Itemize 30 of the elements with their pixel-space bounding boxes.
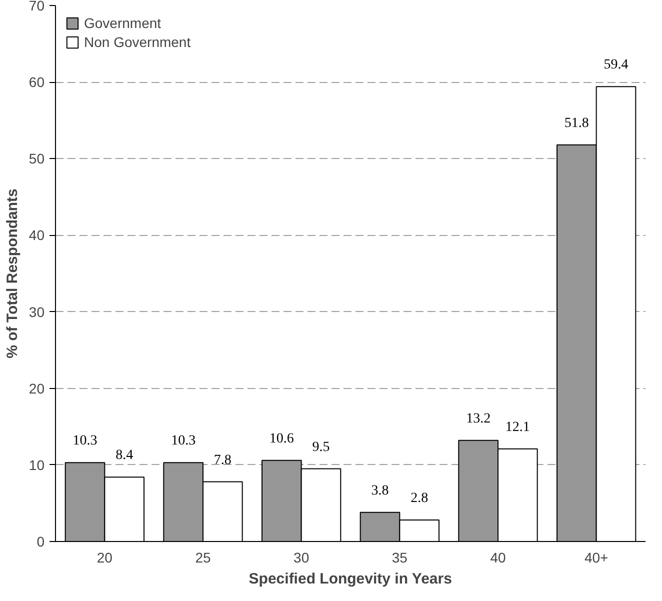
y-tick-label: 0	[36, 534, 45, 550]
x-axis-title: Specified Longevity in Years	[248, 570, 452, 588]
data-label: 10.3	[72, 434, 98, 449]
y-tick-label: 10	[28, 456, 45, 473]
data-label: 51.8	[564, 116, 589, 131]
data-label: 2.8	[410, 491, 428, 506]
data-label: 59.4	[604, 58, 628, 73]
y-tick-label: 60	[28, 74, 45, 90]
data-label: 8.4	[116, 448, 134, 464]
x-tick-label: 35	[392, 550, 408, 566]
data-label: 10.6	[269, 431, 294, 446]
y-tick-label: 30	[28, 304, 45, 320]
legend-label: Non Government	[84, 34, 191, 50]
y-tick-label: 50	[28, 150, 45, 167]
legend-label: Government	[84, 15, 162, 31]
y-tick-label: 20	[28, 380, 45, 396]
y-tick-label: 70	[28, 0, 45, 14]
data-label: 3.8	[371, 483, 389, 498]
x-tick-label: 40	[490, 550, 506, 566]
data-label: 12.1	[505, 420, 530, 435]
x-tick-label: 20	[96, 550, 113, 566]
data-label: 9.5	[312, 440, 330, 455]
y-axis-title: % of Total Respondants	[4, 188, 21, 358]
x-tick-label: 40+	[584, 550, 608, 566]
data-label: 7.8	[214, 452, 232, 468]
x-tick-label: 25	[195, 550, 211, 566]
data-label: 13.2	[466, 411, 491, 426]
x-tick-label: 30	[294, 550, 310, 566]
data-label: 10.3	[171, 434, 196, 449]
y-tick-label: 40	[28, 227, 45, 244]
